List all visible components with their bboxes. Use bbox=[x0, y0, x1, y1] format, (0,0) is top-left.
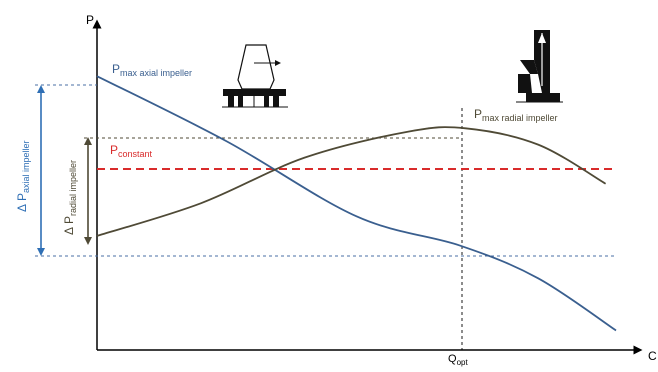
p-constant-label-main: P bbox=[110, 143, 118, 157]
radial-curve-label: Pmax radial impeller bbox=[474, 107, 558, 123]
axial-curve-label-sub: max axial impeller bbox=[120, 68, 192, 78]
axial-curve-label-main: P bbox=[112, 62, 120, 76]
axial-curve-label: Pmax axial impeller bbox=[112, 62, 192, 78]
delta-p-axial-main: P bbox=[15, 193, 29, 201]
radial-impeller-icon bbox=[516, 30, 563, 103]
delta-p-axial-sub: axial impeller bbox=[21, 140, 31, 193]
delta-p-axial-label: ΔPaxial impeller bbox=[15, 140, 31, 212]
radial-impeller-curve bbox=[96, 126, 607, 237]
axial-impeller-icon bbox=[222, 44, 288, 108]
x-axis-label: C bbox=[648, 349, 657, 363]
delta-p-radial-sub: radial impeller bbox=[68, 160, 78, 216]
delta-p-radial-label: ΔPradial impeller bbox=[62, 160, 78, 235]
radial-curve-label-main: P bbox=[474, 107, 482, 121]
axial-impeller-curve bbox=[96, 75, 617, 332]
q-opt-label: Qopt bbox=[448, 353, 468, 367]
delta-p-axial-symbol: Δ bbox=[15, 204, 29, 212]
q-opt-label-main: Q bbox=[448, 353, 457, 365]
radial-curve-label-sub: max radial impeller bbox=[482, 113, 558, 123]
delta-p-radial-symbol: Δ bbox=[62, 227, 76, 235]
p-constant-label: Pconstant bbox=[110, 143, 153, 159]
delta-p-radial-main: P bbox=[62, 216, 76, 224]
q-opt-label-sub: opt bbox=[457, 358, 469, 367]
y-axis-label: P bbox=[86, 13, 94, 27]
p-constant-label-sub: constant bbox=[118, 149, 153, 159]
